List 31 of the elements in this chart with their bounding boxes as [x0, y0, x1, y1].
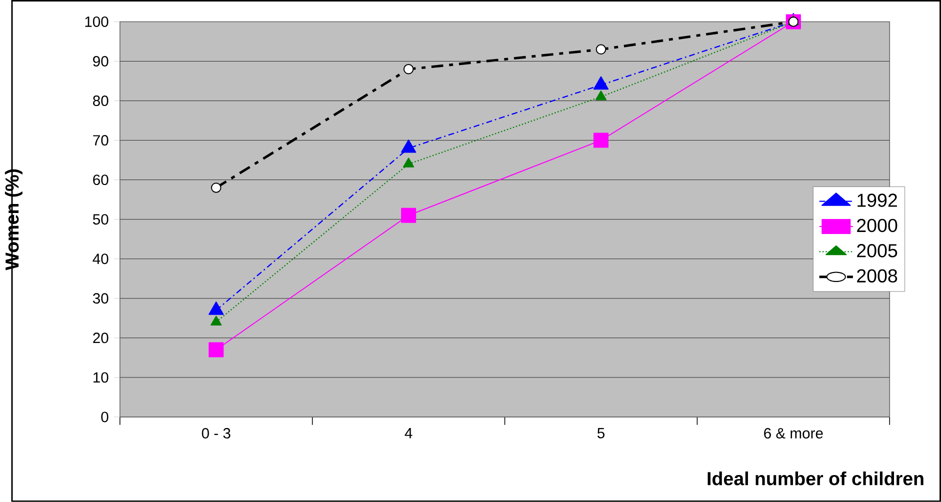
point [208, 302, 224, 315]
y-tick-label: 100 [85, 16, 108, 28]
y-tick-label: 50 [92, 214, 108, 225]
legend-label: 1992 [858, 194, 897, 207]
y-tick-label: 10 [94, 372, 108, 383]
point [210, 316, 222, 326]
x-tick-label: 0 - 3 [202, 428, 230, 439]
legend-label: 2008 [857, 269, 898, 283]
y-tick-label: 40 [92, 254, 108, 264]
y-tick-label: 20 [93, 332, 108, 344]
point [211, 182, 222, 193]
legend-label: 2005 [857, 244, 898, 258]
point [401, 208, 416, 223]
y-tick-label: 70 [93, 135, 108, 146]
y-tick-label: 80 [93, 96, 108, 106]
point [593, 132, 608, 148]
point [596, 44, 606, 55]
point [403, 64, 414, 74]
point [208, 342, 224, 358]
y-tick-label: 0 [101, 412, 108, 422]
x-tick-label: 6 & more [764, 428, 823, 439]
x-tick-label: 4 [404, 428, 412, 438]
point [400, 140, 416, 153]
x-axis-title: Ideal number of children [708, 472, 924, 486]
y-tick-label: 60 [93, 174, 108, 186]
y-tick-label: 90 [93, 56, 108, 67]
point [595, 90, 607, 100]
y-tick-label: 30 [92, 293, 108, 304]
point [403, 158, 414, 168]
legend-label: 2000 [857, 218, 898, 232]
x-tick-label: 5 [597, 428, 604, 438]
